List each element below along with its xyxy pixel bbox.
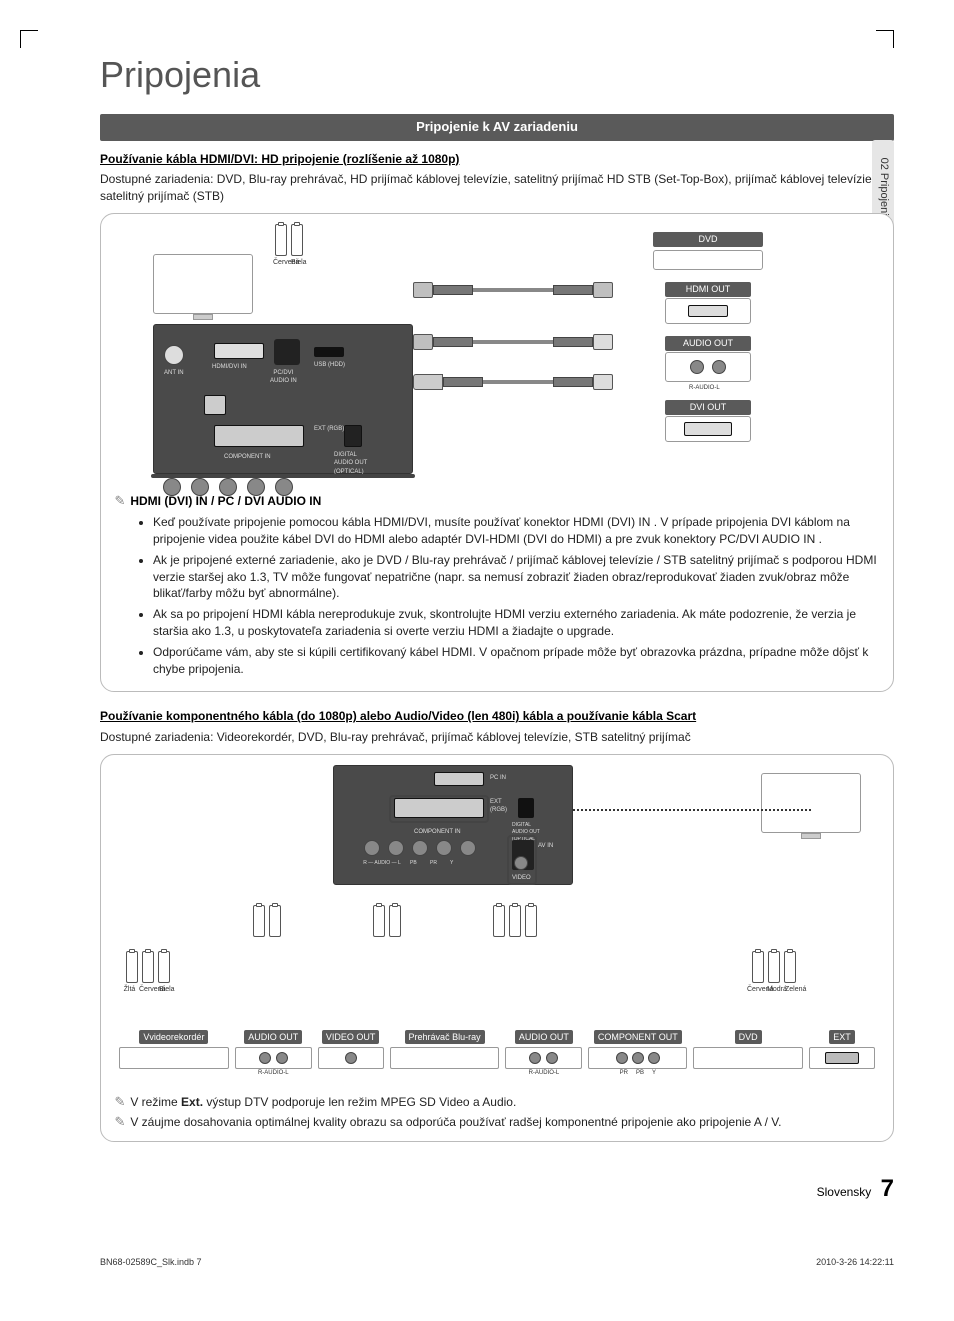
tv-rear-panel-2: PC IN EXT (RGB) DIGITAL AUDIO OUT (OPTIC… bbox=[333, 765, 573, 885]
sec2-desc: Dostupné zariadenia: Videorekordér, DVD,… bbox=[100, 729, 894, 746]
plug2-yellow: Žltá bbox=[123, 985, 136, 995]
dev-vcr bbox=[119, 1047, 229, 1069]
dev-compout-pb: PB bbox=[636, 1069, 644, 1077]
dev-audioout1 bbox=[235, 1047, 312, 1069]
sec2-note1-post: výstup DTV podporuje len režim MPEG SD V… bbox=[203, 1095, 516, 1109]
dev-audio-rl: R-AUDIO-L bbox=[689, 384, 720, 392]
dev-audioout2-label: AUDIO OUT bbox=[515, 1030, 573, 1045]
port2-pb: PB bbox=[410, 860, 426, 867]
dev-bluray-label: Prehrávač Blu-ray bbox=[405, 1030, 485, 1045]
sec1-desc: Dostupné zariadenia: DVD, Blu-ray prehrá… bbox=[100, 171, 894, 205]
footer-language: Slovensky bbox=[817, 1185, 872, 1199]
dev-bluray bbox=[390, 1047, 500, 1069]
dev-audioout2-sub: R-AUDIO-L bbox=[505, 1069, 582, 1077]
plug-label-red: Červená bbox=[273, 258, 287, 268]
rca-plug-red bbox=[275, 224, 287, 256]
tv-front-2 bbox=[761, 773, 861, 833]
sec2-note1-pre: V režime bbox=[130, 1095, 181, 1109]
hdmi-plug-2 bbox=[553, 282, 613, 298]
note-icon: ✎ bbox=[113, 492, 127, 510]
dev-dvi-out-port bbox=[665, 416, 751, 442]
dvi-plug-1 bbox=[553, 334, 613, 350]
footer-left: BN68-02589C_Slk.indb 7 bbox=[100, 1256, 202, 1269]
rca-plug-white bbox=[291, 224, 303, 256]
dev-dvd2-label: DVD bbox=[735, 1030, 762, 1045]
dev-compout-y: Y bbox=[652, 1069, 656, 1077]
plug2-red-l: Červená bbox=[139, 985, 156, 995]
dev-audioout1-sub: R-AUDIO-L bbox=[235, 1069, 312, 1077]
plug2-red-r: Červená bbox=[747, 985, 764, 995]
section-bar: Pripojenie k AV zariadeniu bbox=[100, 114, 894, 140]
sec1-bullet-1: Ak je pripojené externé zariadenie, ako … bbox=[153, 552, 881, 602]
port2-component-in: COMPONENT IN bbox=[414, 828, 461, 836]
port-usb: USB (HDD) bbox=[314, 361, 345, 369]
note-icon-2a: ✎ bbox=[113, 1093, 127, 1111]
avin-outline bbox=[507, 835, 537, 885]
hdmi-plug-1 bbox=[413, 282, 473, 298]
chapter-title: Pripojenia bbox=[100, 50, 894, 100]
tv-rear-panel: ANT IN HDMI/DVI IN PC/DVI AUDIO IN USB (… bbox=[153, 324, 413, 474]
sec2-diagram: PC IN EXT (RGB) DIGITAL AUDIO OUT (OPTIC… bbox=[113, 765, 881, 1085]
port-pc-dvi-audio-in: PC/DVI AUDIO IN bbox=[270, 369, 297, 386]
dev-audio-out-label: AUDIO OUT bbox=[665, 336, 751, 351]
dev-ext-label: EXT bbox=[829, 1030, 855, 1045]
dev-dvi-out-label: DVI OUT bbox=[665, 400, 751, 415]
port-ext-rgb: EXT (RGB) bbox=[314, 425, 344, 433]
sec2-note1-bold: Ext. bbox=[181, 1095, 203, 1109]
sec1-heading: Používanie kábla HDMI/DVI: HD pripojenie… bbox=[100, 151, 894, 168]
scart-outline bbox=[389, 795, 489, 823]
tv-front bbox=[153, 254, 253, 314]
port2-y: Y bbox=[450, 860, 466, 867]
port-ant-in: ANT IN bbox=[164, 369, 184, 377]
dev-audioout2 bbox=[505, 1047, 582, 1069]
port-hdmi-dvi-in: HDMI/DVI IN bbox=[212, 363, 247, 371]
dev-compout-label: COMPONENT OUT bbox=[594, 1030, 682, 1045]
stereo-plug bbox=[413, 374, 473, 390]
sec1-bullet-2: Ak sa po pripojení HDMI kábla nereproduk… bbox=[153, 606, 881, 640]
crop-mark-tl bbox=[20, 30, 38, 48]
dev-dvd bbox=[653, 250, 763, 270]
dev-audio-out-port bbox=[665, 352, 751, 382]
dev-dvd2 bbox=[693, 1047, 803, 1069]
plug2-green: Zelená bbox=[785, 985, 801, 995]
port2-ext-rgb: EXT (RGB) bbox=[490, 798, 507, 815]
dev-vcr-label: Vvideorekordér bbox=[139, 1030, 208, 1045]
port2-pc-in: PC IN bbox=[490, 774, 506, 782]
port-digital-audio: DIGITAL AUDIO OUT (OPTICAL) bbox=[334, 451, 367, 476]
port2-av-in: AV IN bbox=[538, 842, 553, 850]
dev-audioout1-label: AUDIO OUT bbox=[244, 1030, 302, 1045]
port2-pr: PR bbox=[430, 860, 446, 867]
sec2-heading: Používanie komponentného kábla (do 1080p… bbox=[100, 708, 894, 725]
port2-audio-label: R — AUDIO — L bbox=[358, 860, 406, 867]
note-icon-2b: ✎ bbox=[113, 1113, 127, 1131]
dev-videoout-label: VIDEO OUT bbox=[322, 1030, 380, 1045]
plug-label-white: Biela bbox=[291, 258, 305, 268]
dev-compout-pr: PR bbox=[620, 1069, 628, 1077]
dvi-plug-2 bbox=[553, 374, 613, 390]
dev-hdmi-out-label: HDMI OUT bbox=[665, 282, 751, 297]
sec1-note-title: HDMI (DVI) IN / PC / DVI AUDIO IN bbox=[130, 494, 321, 508]
sec1-bullet-0: Keď používate pripojenie pomocou kábla H… bbox=[153, 514, 881, 548]
hdmi-plug-3 bbox=[413, 334, 473, 350]
dev-compout bbox=[588, 1047, 687, 1069]
sec1-diagram: ANT IN HDMI/DVI IN PC/DVI AUDIO IN USB (… bbox=[113, 224, 881, 484]
dev-dvd-label: DVD bbox=[653, 232, 763, 247]
sec1-bullet-3: Odporúčame vám, aby ste si kúpili certif… bbox=[153, 644, 881, 678]
bottom-devices: Vvideorekordér AUDIO OUT R-AUDIO-L VIDEO… bbox=[119, 1028, 875, 1077]
plug2-white: Biela bbox=[159, 985, 172, 995]
dev-hdmi-out-port bbox=[665, 298, 751, 324]
footer-right: 2010-3-26 14:22:11 bbox=[816, 1256, 894, 1269]
page-number: 7 bbox=[881, 1175, 894, 1202]
dev-ext bbox=[809, 1047, 875, 1069]
sec2-figure: PC IN EXT (RGB) DIGITAL AUDIO OUT (OPTIC… bbox=[100, 754, 894, 1142]
sec1-bullets: Keď používate pripojenie pomocou kábla H… bbox=[113, 514, 881, 677]
dev-videoout bbox=[318, 1047, 384, 1069]
plug2-blue: Modrá bbox=[767, 985, 782, 995]
crop-mark-tr bbox=[876, 30, 894, 48]
sec1-figure: ANT IN HDMI/DVI IN PC/DVI AUDIO IN USB (… bbox=[100, 213, 894, 692]
scart-cable bbox=[573, 809, 811, 811]
port-component-in: COMPONENT IN bbox=[224, 453, 271, 461]
sec2-note2: V záujme dosahovania optimálnej kvality … bbox=[130, 1115, 781, 1129]
